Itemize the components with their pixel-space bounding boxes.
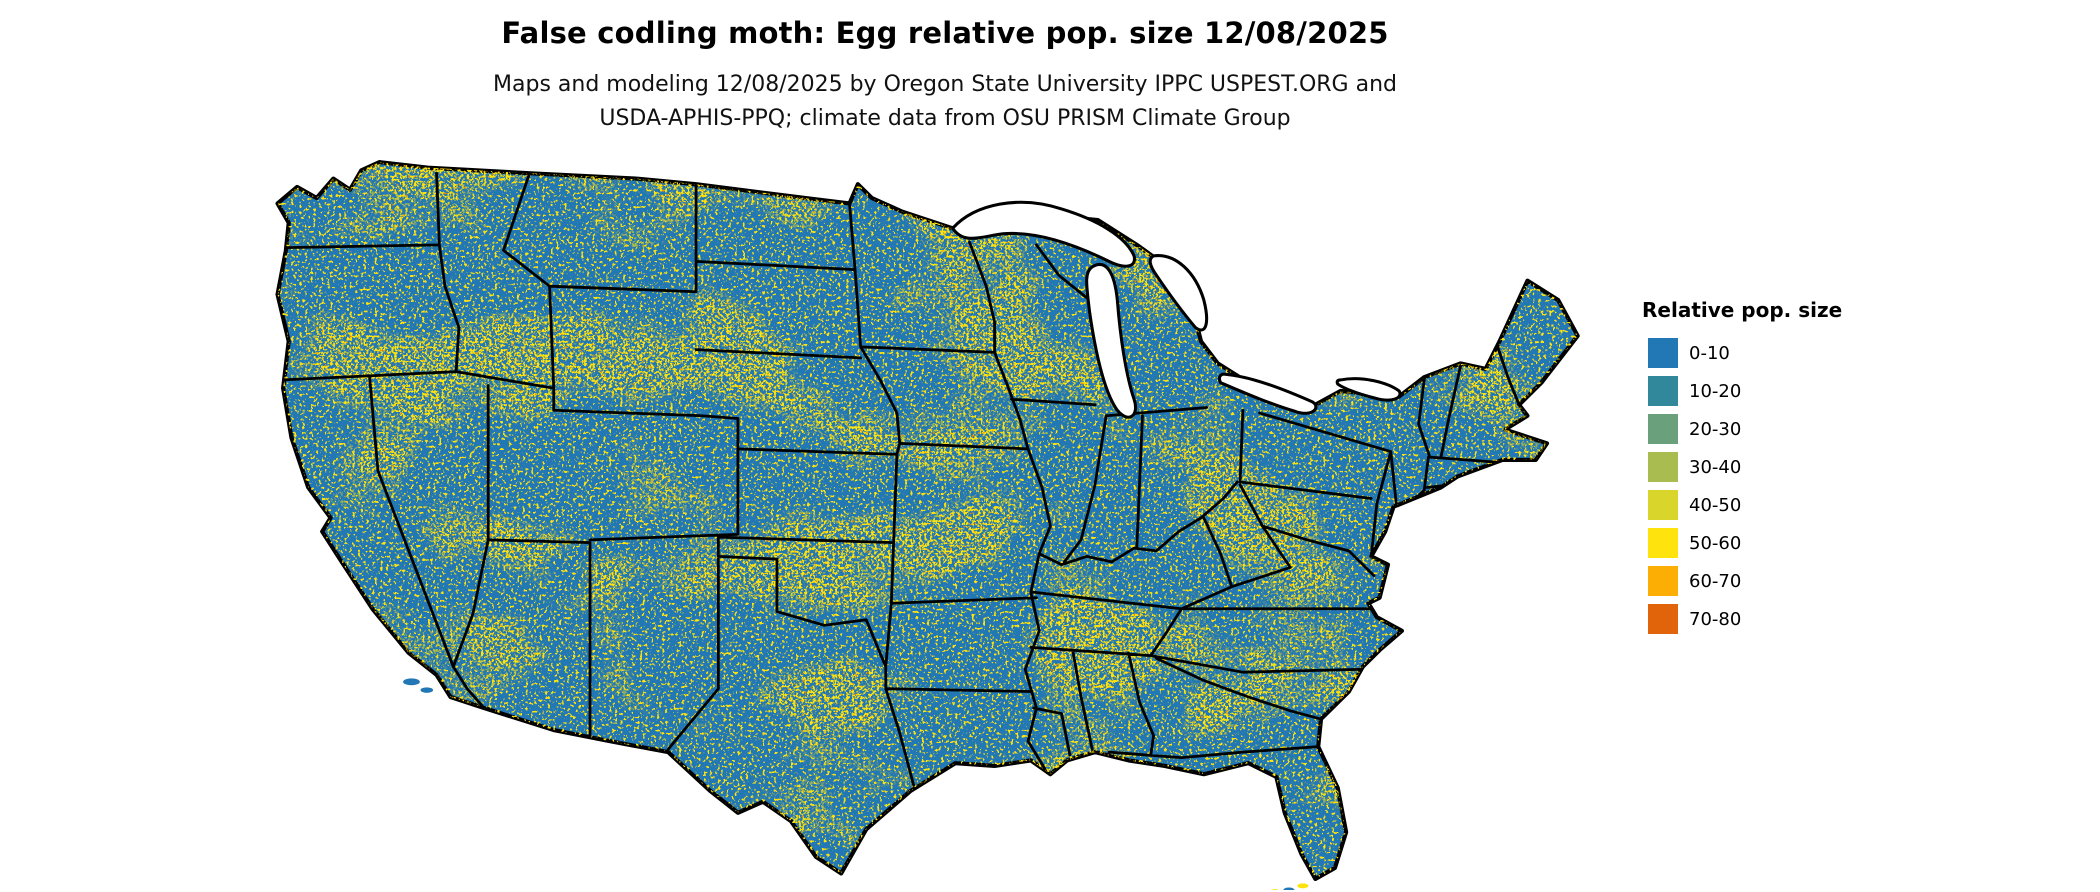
legend-item: 60-70 [1642,562,1872,600]
legend-item: 40-50 [1642,486,1872,524]
legend-swatch [1648,528,1678,558]
legend-swatch [1648,414,1678,444]
legend-item-label: 70-80 [1689,608,1742,630]
legend-title: Relative pop. size [1642,298,1843,322]
legend-item: 50-60 [1642,524,1872,562]
legend-item: 20-30 [1642,410,1872,448]
legend-item-label: 30-40 [1689,456,1742,478]
legend-swatch [1648,376,1678,406]
legend-item-label: 40-50 [1689,494,1742,516]
subtitle-line-1: Maps and modeling 12/08/2025 by Oregon S… [493,72,1397,97]
legend-item-label: 20-30 [1689,418,1742,440]
page-title: False codling moth: Egg relative pop. si… [501,16,1389,50]
legend-swatch [1648,338,1678,368]
legend-item: 0-10 [1642,334,1872,372]
subtitle: Maps and modeling 12/08/2025 by Oregon S… [0,68,1890,136]
lake-huron [1148,254,1209,332]
legend-items: 0-10 10-20 20-30 30-40 40-50 50-60 60-70 70-80 [1642,334,1872,638]
subtitle-line-2: USDA-APHIS-PPQ; climate data from OSU PR… [599,106,1291,131]
lake-michigan [1085,263,1137,419]
state-borders [281,171,1521,787]
lake-ontario [1335,377,1402,402]
great-lakes [951,200,1402,419]
us-map [205,118,1600,890]
map-header: False codling moth: Egg relative pop. si… [0,16,1890,136]
channel-island [420,687,434,693]
coastal-islands [403,678,1309,890]
legend-item-label: 10-20 [1689,380,1742,402]
us-map-svg [275,160,1580,890]
legend-swatch [1648,490,1678,520]
florida-keys [1297,883,1309,889]
lake-superior [951,200,1137,268]
population-speckle-layer [277,162,1578,879]
legend-item: 10-20 [1642,372,1872,410]
legend-item-label: 50-60 [1689,532,1742,554]
legend-item: 70-80 [1642,600,1872,638]
legend-item: 30-40 [1642,448,1872,486]
map-legend: Relative pop. size 0-10 10-20 20-30 30-40 40… [1642,298,1872,638]
florida-keys [1283,887,1295,890]
legend-item-label: 60-70 [1689,570,1742,592]
legend-item-label: 0-10 [1689,342,1730,364]
legend-swatch [1648,566,1678,596]
lake-erie [1217,372,1318,415]
legend-swatch [1648,452,1678,482]
channel-island [403,678,420,686]
florida-keys [1271,889,1279,890]
legend-swatch [1648,604,1678,634]
